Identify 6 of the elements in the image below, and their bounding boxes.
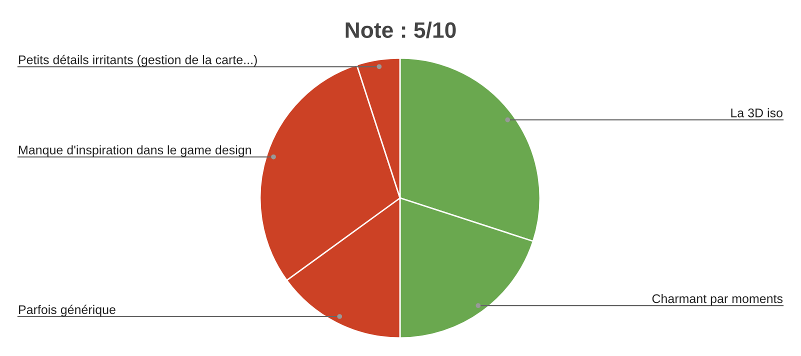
slice-label: Parfois générique bbox=[19, 304, 116, 317]
chart-title: Note : 5/10 bbox=[346, 22, 456, 38]
slice-label: Petits détails irritants (gestion de la carte...) bbox=[19, 54, 257, 67]
slice-label: Manque d'inspiration dans le game design bbox=[19, 145, 251, 157]
slice-label: La 3D iso bbox=[731, 108, 782, 118]
slice-label: Charmant par moments bbox=[652, 294, 783, 306]
